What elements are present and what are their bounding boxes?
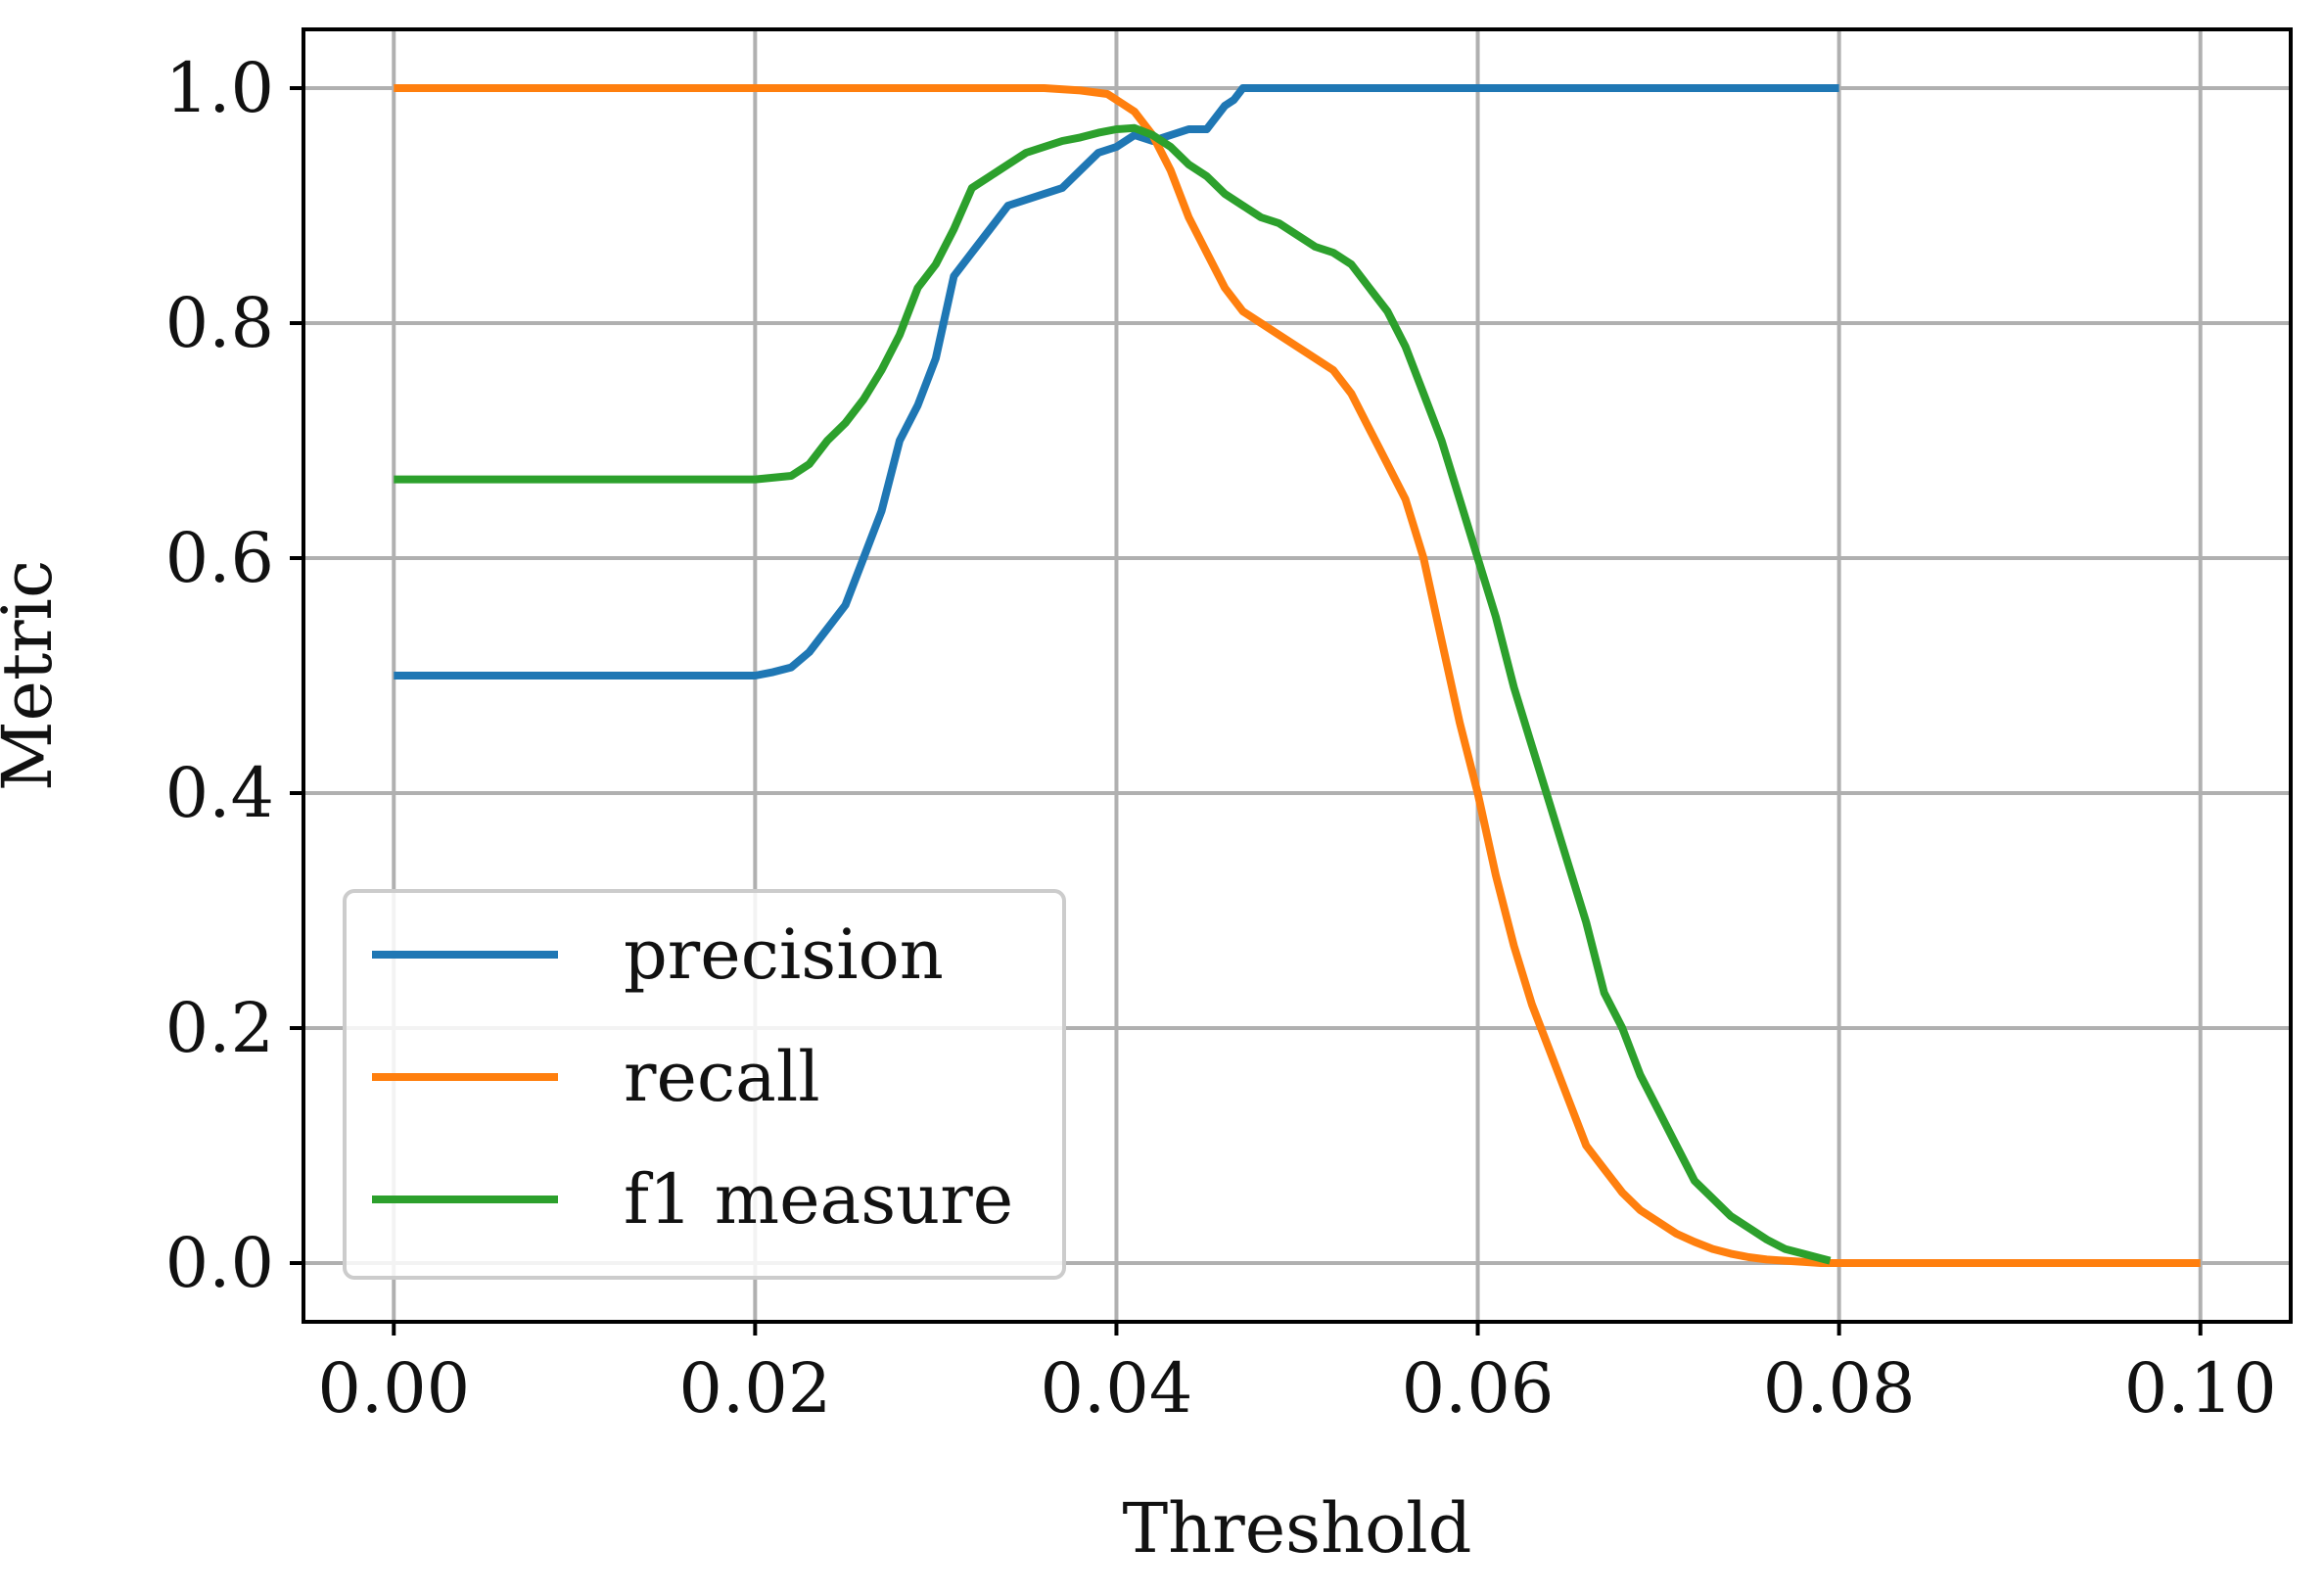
y-tick-label: 0.8 [165, 283, 274, 363]
legend-box [343, 889, 1066, 1280]
x-tick-label: 0.08 [1763, 1348, 1916, 1429]
y-tick-label: 0.2 [165, 988, 274, 1068]
y-tick-label: 0.0 [165, 1223, 274, 1303]
x-tick-label: 0.06 [1402, 1348, 1555, 1429]
x-axis-ticks: 0.00 0.02 0.04 0.06 0.08 0.10 [317, 1322, 2277, 1429]
plot-frame [302, 27, 2293, 1324]
legend-label-precision: precision [624, 914, 944, 995]
legend-label-f1-measure: f1 measure [624, 1159, 1013, 1240]
legend: precision recall f1 measure [343, 889, 1066, 1280]
y-axis-ticks: 0.0 0.2 0.4 0.6 0.8 1.0 [165, 48, 303, 1303]
x-tick-label: 0.00 [317, 1348, 470, 1429]
series-line-f1-measure [394, 123, 1832, 1265]
x-axis-title: Threshold [1122, 1488, 1471, 1569]
series-line-precision [394, 84, 1839, 680]
legend-label-recall: recall [624, 1037, 820, 1117]
series-lines [394, 84, 2201, 1267]
x-tick-label: 0.02 [678, 1348, 831, 1429]
y-tick-label: 0.6 [165, 518, 274, 598]
legend-items: precision recall f1 measure [372, 914, 1013, 1240]
x-tick-label: 0.04 [1041, 1348, 1193, 1429]
series-line-recall [394, 84, 2201, 1267]
y-axis-title: Metric [0, 560, 68, 791]
y-tick-label: 0.4 [165, 753, 274, 833]
y-tick-label: 1.0 [165, 48, 274, 128]
x-tick-label: 0.10 [2124, 1348, 2277, 1429]
